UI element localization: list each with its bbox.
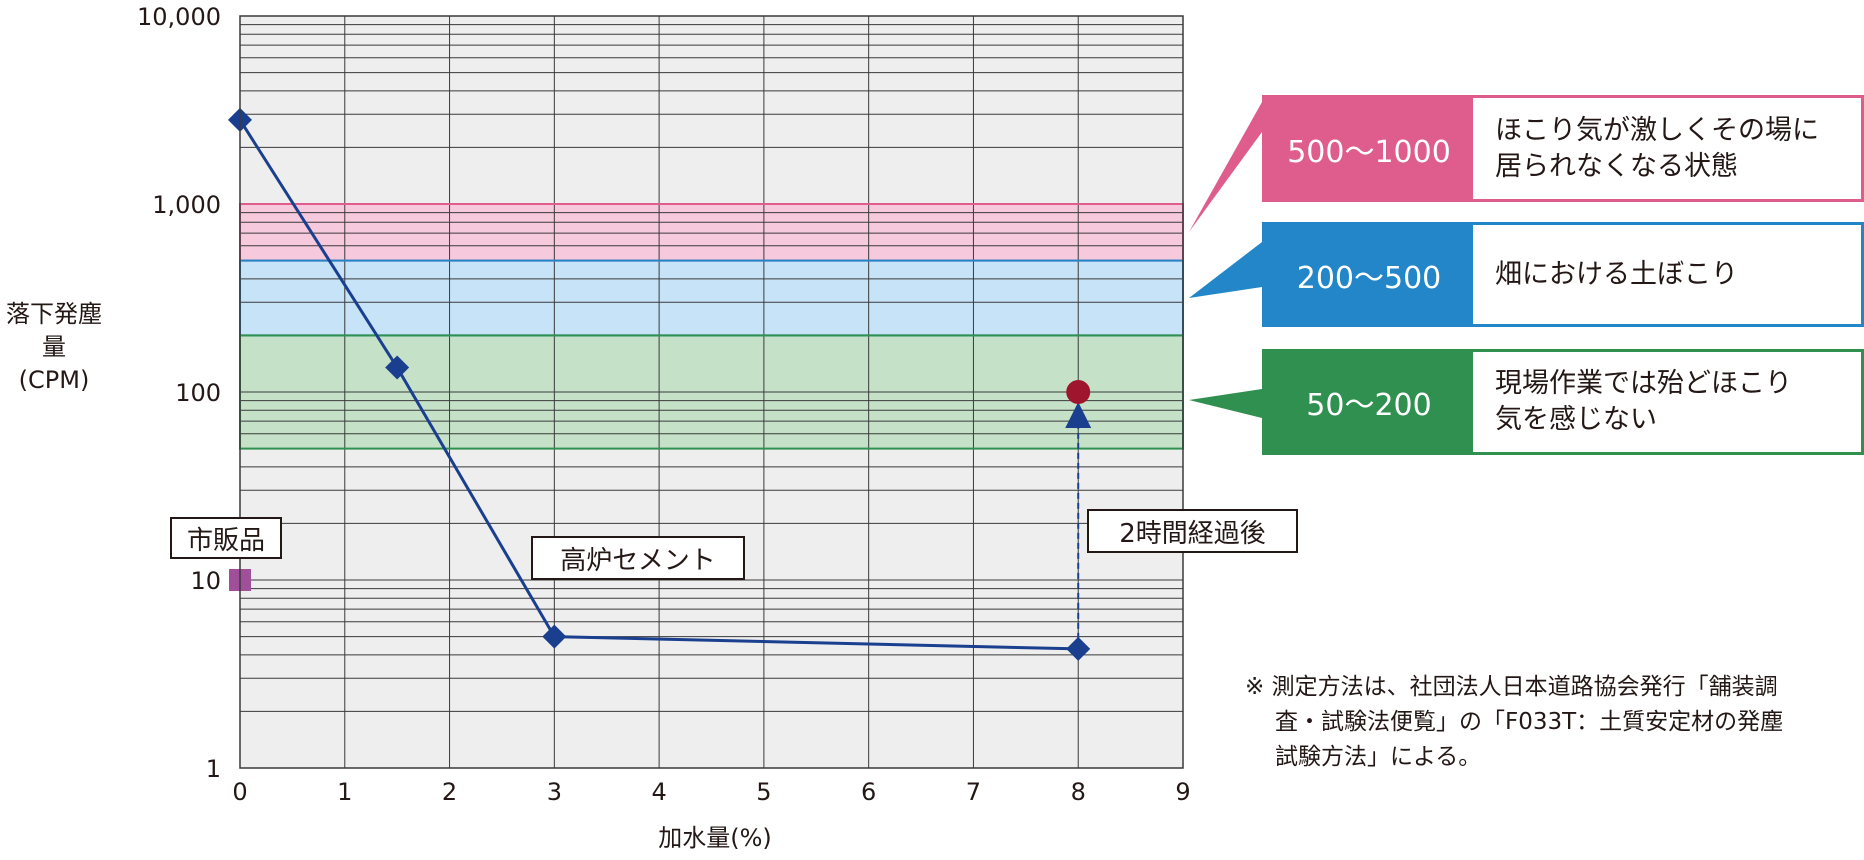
- band-desc-low: 現場作業では殆どほこり 気を感じない: [1473, 352, 1861, 452]
- after-2h-label: 2時間経過後: [1087, 509, 1298, 553]
- band-label-high: 500〜1000 ほこり気が激しくその場に 居られなくなる状態: [1262, 95, 1864, 202]
- footnote-line-2: 査・試験法便覧」の「F033T：土質安定材の発塵: [1275, 709, 1784, 735]
- band-value-low: 50〜200: [1265, 352, 1473, 452]
- commercial-product-label: 市販品: [170, 517, 282, 559]
- band-fill-0: [240, 204, 1183, 261]
- data-point-diamond: [385, 355, 410, 380]
- y-axis-label: 落下発塵量 (CPM): [0, 298, 108, 397]
- band-desc-low-line-1: 現場作業では殆どほこり: [1495, 368, 1792, 399]
- band-desc-mid: 畑における土ぼこり: [1473, 225, 1861, 324]
- band-desc-mid-line-1: 畑における土ぼこり: [1495, 258, 1738, 290]
- footnote-line-1: ※ 測定方法は、社団法人日本道路協会発行「舗装調: [1245, 674, 1778, 700]
- band-label-low: 50〜200 現場作業では殆どほこり 気を感じない: [1262, 349, 1864, 455]
- x-tick-label: 0: [232, 778, 247, 806]
- band-desc-high-line-1: ほこり気が激しくその場に: [1495, 114, 1819, 146]
- y-tick-label: 10: [190, 567, 221, 595]
- band-desc-high: ほこり気が激しくその場に 居られなくなる状態: [1473, 98, 1861, 199]
- x-tick-label: 2: [442, 778, 457, 806]
- band-pointer-1: [1189, 242, 1262, 298]
- plot-border: [239, 15, 1184, 769]
- x-tick-label: 8: [1071, 778, 1086, 806]
- data-point-diamond: [1066, 636, 1091, 661]
- x-tick-label: 6: [861, 778, 876, 806]
- after-2h-marker: [1066, 380, 1091, 404]
- series-line: [238, 119, 1079, 651]
- y-tick-label: 1,000: [152, 191, 221, 219]
- footnote-line-3: 試験方法」による。: [1275, 744, 1482, 770]
- x-tick-label: 4: [651, 778, 666, 806]
- band-pointer-0: [1189, 102, 1262, 232]
- x-tick-label: 7: [966, 778, 981, 806]
- band-desc-low-line-2: 気を感じない: [1495, 404, 1657, 435]
- y-tick-label: 10,000: [137, 3, 221, 31]
- x-tick-label: 1: [337, 778, 352, 806]
- x-tick-label: 3: [547, 778, 562, 806]
- x-tick-label: 9: [1175, 778, 1190, 806]
- band-pointer-2: [1189, 389, 1262, 418]
- slag-cement-label: 高炉セメント: [531, 536, 745, 580]
- y-tick-label: 100: [175, 379, 221, 407]
- after-2h-arrow-head: [1065, 402, 1092, 428]
- band-fill-1: [240, 260, 1183, 336]
- band-value-high: 500〜1000: [1265, 98, 1473, 199]
- band-desc-high-line-2: 居られなくなる状態: [1495, 150, 1738, 182]
- x-axis-label: 加水量(%): [658, 824, 772, 852]
- band-label-mid: 200〜500 畑における土ぼこり: [1262, 222, 1864, 327]
- y-axis-label-line-1: 落下発塵量: [6, 300, 102, 361]
- y-tick-label: 1: [206, 755, 221, 783]
- footnote: ※ 測定方法は、社団法人日本道路協会発行「舗装調 査・試験法便覧」の「F033T…: [1245, 670, 1855, 775]
- band-value-mid: 200〜500: [1265, 225, 1473, 324]
- data-point-diamond: [542, 624, 567, 649]
- y-axis-label-line-2: (CPM): [18, 366, 90, 394]
- x-tick-label: 5: [756, 778, 771, 806]
